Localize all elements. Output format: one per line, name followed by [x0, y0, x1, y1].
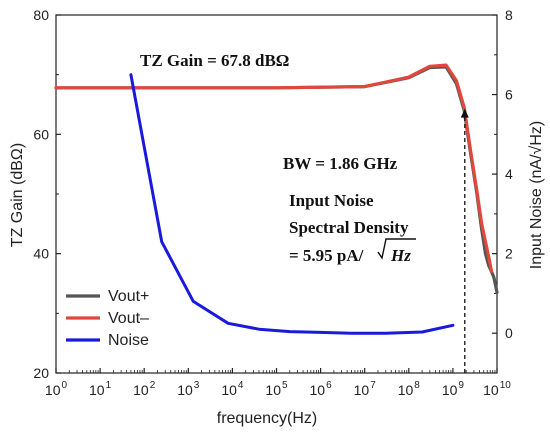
y-axis-left-title: TZ Gain (dBΩ): [9, 143, 26, 247]
y-left-tick-label: 60: [33, 126, 49, 142]
x-tick-label: 106: [310, 380, 333, 398]
legend: Vout+ Vout– Noise: [66, 288, 149, 349]
series-layer: [54, 63, 499, 335]
x-tick-label: 102: [133, 380, 156, 398]
series-line-voutminus: [54, 63, 494, 274]
y-right-tick-label: 2: [505, 246, 513, 262]
x-tick-label: 108: [398, 380, 421, 398]
x-tick-label: 107: [354, 380, 377, 398]
legend-label: Vout–: [108, 310, 149, 327]
x-axis-title: frequency(Hz): [217, 410, 317, 427]
noise-annotation-line2: Spectral Density: [289, 218, 409, 237]
x-tick-label: 109: [442, 380, 465, 398]
sqrt-symbol: [377, 238, 416, 260]
y-right-tick-label: 0: [505, 325, 513, 341]
x-tick-label: 100: [45, 380, 68, 398]
bw-annotation: BW = 1.86 GHz: [283, 154, 398, 173]
series-line-voutplus: [54, 65, 499, 294]
series-line-noise: [129, 73, 455, 335]
y-axis-right-title: Input Noise (nA/√Hz): [528, 121, 545, 269]
x-tick-label: 1010: [483, 380, 511, 398]
noise-annotation-line1: Input Noise: [289, 191, 374, 210]
y-left-tick-label: 40: [33, 246, 49, 262]
x-tick-label: 104: [221, 380, 244, 398]
legend-label: Noise: [108, 332, 149, 349]
legend-label: Vout+: [108, 288, 149, 305]
y-axis-right: 0 2 4 6 8: [492, 7, 513, 341]
bw-marker-arrowhead: [460, 108, 469, 118]
gain-annotation: TZ Gain = 67.8 dBΩ: [140, 51, 289, 70]
noise-annotation-var: Hz: [390, 246, 411, 265]
y-axis-left: 20 40 60 80: [33, 7, 61, 381]
y-right-tick-label: 4: [505, 166, 513, 182]
y-right-tick-label: 8: [505, 7, 513, 23]
y-left-tick-label: 80: [33, 7, 49, 23]
x-tick-label: 105: [265, 380, 288, 398]
y-right-tick-label: 6: [505, 87, 513, 103]
x-tick-label: 101: [89, 380, 112, 398]
annotation-layer: TZ Gain = 67.8 dBΩ BW = 1.86 GHz Input N…: [140, 51, 469, 373]
noise-annotation-line3: = 5.95 pA/: [289, 246, 364, 265]
x-tick-label: 103: [177, 380, 200, 398]
y-left-tick-label: 20: [33, 365, 49, 381]
